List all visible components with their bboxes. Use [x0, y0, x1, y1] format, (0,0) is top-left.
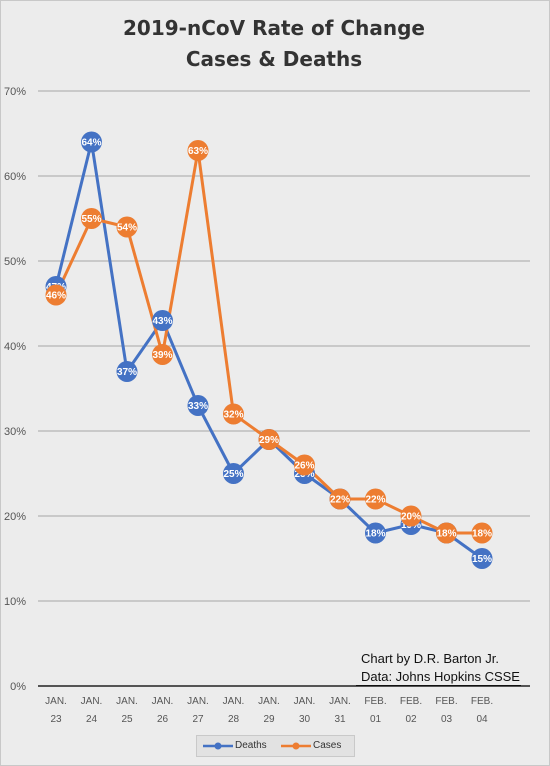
credit-divider [356, 685, 521, 686]
y-tick-label: 40% [4, 341, 26, 353]
chart-credit-source: Data: Johns Hopkins CSSE [361, 669, 520, 684]
x-tick-label: JAN. [223, 696, 245, 707]
data-point-cases [152, 344, 173, 365]
x-tick-label: 30 [299, 714, 311, 725]
x-tick-label: JAN. [116, 696, 138, 707]
chart-title: 2019-nCoV Rate of Change [123, 16, 425, 40]
y-tick-label: 0% [10, 681, 26, 693]
y-tick-label: 60% [4, 171, 26, 183]
data-label-cases: 22% [365, 495, 385, 506]
y-tick-label: 30% [4, 426, 26, 438]
y-axis-ticks: 0% 10% 20% 30% 40% 50% 60% 70% [4, 86, 26, 693]
chart-legend: Deaths Cases [196, 735, 355, 757]
data-label-deaths: 37% [117, 367, 137, 378]
data-point-cases [116, 216, 138, 238]
data-label-deaths: 25% [223, 469, 243, 480]
data-point-cases [45, 284, 67, 306]
chart-subtitle: Cases & Deaths [185, 47, 363, 71]
data-label-cases: 26% [294, 461, 314, 472]
data-point-cases [329, 488, 351, 510]
x-tick-label: JAN. [258, 696, 280, 707]
x-axis-ticks: JAN. 23 JAN. 24 JAN. 25 JAN. 26 JAN. 27 JAN. 28 JAN.… [45, 696, 493, 725]
data-label-cases: 29% [259, 435, 279, 446]
x-tick-label: JAN. [329, 696, 351, 707]
data-label-deaths: 33% [188, 401, 208, 412]
y-tick-label: 10% [4, 596, 26, 608]
y-tick-label: 20% [4, 511, 26, 523]
x-tick-label: JAN. [152, 696, 174, 707]
data-label-deaths: 64% [81, 138, 101, 149]
data-point-cases [294, 454, 315, 476]
data-label-cases: 18% [472, 529, 492, 540]
data-point-deaths [187, 395, 209, 416]
data-point-deaths [152, 310, 173, 331]
data-point-cases [187, 140, 209, 161]
x-tick-label: 03 [441, 714, 453, 725]
x-tick-label: FEB. [471, 696, 493, 707]
legend-label-deaths: Deaths [235, 740, 267, 751]
data-point-deaths [223, 463, 244, 484]
data-label-deaths: 18% [365, 529, 385, 540]
legend-swatch-deaths [203, 742, 233, 750]
data-label-cases: 22% [330, 495, 350, 506]
series-lines [54, 140, 483, 560]
data-label-cases: 55% [81, 214, 101, 225]
x-tick-label: JAN. [45, 696, 67, 707]
data-label-cases: 63% [188, 146, 208, 157]
data-label-cases: 46% [46, 291, 66, 302]
series-line-cases [54, 149, 482, 535]
data-label-cases: 54% [117, 223, 137, 234]
data-label-cases: 39% [152, 350, 172, 361]
x-tick-label: 02 [405, 714, 417, 725]
data-point-deaths [365, 522, 386, 544]
x-tick-label: JAN. [294, 696, 316, 707]
data-point-cases [471, 522, 493, 544]
legend-swatch-cases [281, 742, 311, 750]
x-tick-label: 04 [476, 714, 488, 725]
x-tick-label: FEB. [435, 696, 457, 707]
x-tick-label: 31 [334, 714, 346, 725]
x-tick-label: 25 [121, 714, 133, 725]
data-point-cases [400, 505, 422, 527]
data-label-deaths: 43% [152, 316, 172, 327]
x-tick-label: 27 [192, 714, 204, 725]
data-point-cases [258, 429, 280, 450]
x-tick-label: FEB. [400, 696, 422, 707]
series-markers: 47%64%37%43%33%25%29%25%22%18%19%18%15%4… [45, 131, 493, 569]
x-tick-label: 24 [86, 714, 98, 725]
data-point-cases [436, 522, 457, 544]
data-point-deaths [81, 131, 102, 153]
x-tick-label: 28 [228, 714, 240, 725]
legend-label-cases: Cases [313, 740, 342, 751]
x-tick-label: 26 [157, 714, 169, 725]
data-label-cases: 20% [401, 512, 421, 523]
data-point-cases [81, 208, 102, 229]
x-tick-label: 23 [50, 714, 62, 725]
x-tick-label: FEB. [364, 696, 386, 707]
x-tick-label: JAN. [81, 696, 103, 707]
data-label-deaths: 15% [472, 554, 492, 565]
y-tick-label: 70% [4, 86, 26, 98]
x-tick-label: 01 [370, 714, 382, 725]
data-label-cases: 18% [436, 529, 456, 540]
data-point-deaths [471, 548, 493, 569]
data-point-cases [223, 403, 244, 425]
x-tick-label: 29 [263, 714, 275, 725]
data-point-deaths [116, 361, 138, 382]
chart-credit-author: Chart by D.R. Barton Jr. [361, 651, 499, 666]
data-point-cases [365, 488, 386, 510]
data-label-cases: 32% [223, 410, 243, 421]
x-tick-label: JAN. [187, 696, 209, 707]
gridlines [38, 90, 530, 687]
series-line-deaths [54, 140, 483, 560]
y-tick-label: 50% [4, 256, 26, 268]
